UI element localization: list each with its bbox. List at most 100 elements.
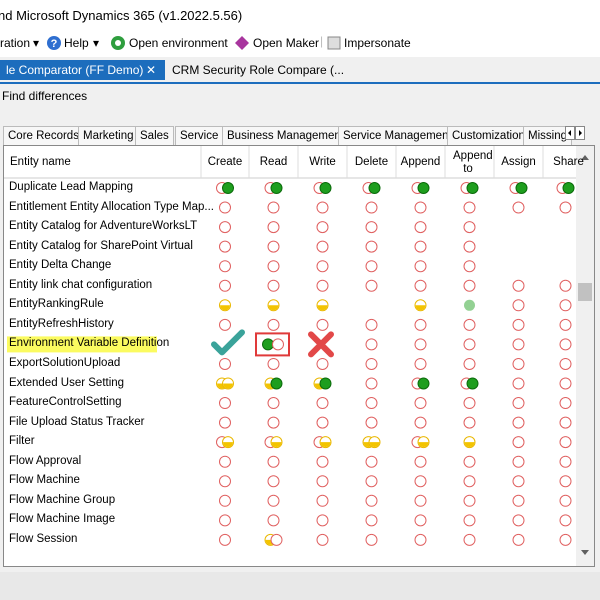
privilege-icon	[559, 377, 572, 390]
column-header: Append	[400, 156, 441, 168]
entity-name: File Upload Status Tracker	[9, 415, 145, 428]
help-icon: ?	[47, 36, 61, 50]
entity-name: Flow Machine	[9, 474, 80, 487]
privilege-icon	[219, 279, 231, 292]
privilege-icon	[365, 338, 378, 351]
privilege-icon	[512, 299, 525, 312]
privilege-icon	[319, 182, 332, 194]
privilege-icon	[267, 318, 280, 331]
privilege-icon	[219, 514, 231, 527]
entity-tab[interactable]: Business Management	[222, 126, 349, 145]
toolbar-button[interactable]: ration	[0, 36, 31, 50]
privilege-icon	[414, 357, 427, 370]
privilege-icon	[320, 442, 331, 448]
toolbar-button[interactable]: Open Maker	[253, 36, 320, 50]
column-header: Delete	[354, 156, 389, 168]
highlight	[7, 336, 157, 353]
cross-mark	[308, 331, 334, 358]
privilege-grid: Entity name Create Read Write Delete Append Ap…	[3, 145, 595, 567]
privilege-icon	[219, 260, 231, 273]
action-button[interactable]: Find differences	[2, 89, 88, 103]
column-header: Entity name	[10, 156, 71, 168]
entity-tab[interactable]: Sales	[135, 126, 174, 145]
privilege-icon	[414, 260, 427, 273]
privilege-icon	[414, 240, 427, 253]
privilege-icon	[464, 442, 475, 448]
tab-scroll[interactable]	[565, 126, 585, 140]
entity-name: Filter	[9, 435, 35, 448]
privilege-icon	[272, 338, 284, 351]
privilege-icon	[559, 397, 572, 410]
privilege-icon	[270, 533, 283, 546]
privilege-icon	[219, 397, 231, 410]
close-button[interactable]: ✕	[146, 63, 157, 77]
privilege-icon	[365, 240, 378, 253]
entity-name: ExportSolutionUpload	[9, 356, 121, 369]
privilege-icon	[559, 533, 572, 546]
entity-tab[interactable]: Core Records	[3, 126, 84, 145]
entity-tab[interactable]: Customization	[447, 126, 530, 145]
privilege-icon	[316, 201, 329, 214]
privilege-icon	[559, 416, 572, 429]
entity-name: Flow Session	[9, 532, 78, 545]
entity-tab[interactable]: Service Management	[338, 126, 457, 145]
privilege-icon	[365, 397, 378, 410]
privilege-icon	[319, 377, 332, 390]
entity-name: EntityRefreshHistory	[9, 317, 114, 330]
privilege-icon	[219, 357, 231, 370]
privilege-icon	[559, 201, 572, 214]
check-mark	[211, 329, 245, 356]
annotation-box	[255, 332, 290, 357]
privilege-icon	[512, 494, 525, 507]
toolbar-button[interactable]: Help	[64, 36, 89, 50]
privilege-icon	[512, 475, 525, 488]
doc-tab[interactable]: CRM Security Role Compare (...	[172, 63, 345, 77]
separator: |	[320, 34, 324, 48]
privilege-icon	[463, 514, 476, 527]
impersonate-icon	[327, 36, 341, 50]
column-header: Share	[553, 156, 584, 168]
privilege-icon	[223, 383, 233, 389]
environment-icon	[111, 36, 125, 50]
privilege-icon	[365, 533, 378, 546]
privilege-icon	[512, 357, 525, 370]
doc-tab-active[interactable]: le Comparator (FF Demo) ✕	[0, 60, 165, 80]
privilege-icon	[219, 221, 231, 234]
entity-name: Environment Variable Definition	[9, 337, 170, 350]
privilege-icon	[512, 397, 525, 410]
privilege-icon	[365, 475, 378, 488]
entity-tab[interactable]: Service	[175, 126, 224, 145]
toolbar-button[interactable]: Open environment	[129, 36, 228, 50]
privilege-icon	[267, 494, 280, 507]
privilege-icon	[414, 514, 427, 527]
privilege-icon	[418, 442, 429, 448]
privilege-icon	[559, 338, 572, 351]
privilege-icon	[365, 279, 378, 292]
privilege-icon	[219, 533, 231, 546]
privilege-icon	[365, 318, 378, 331]
privilege-icon	[463, 475, 476, 488]
privilege-icon	[267, 455, 280, 468]
toolbar-button[interactable]: Impersonate	[344, 36, 411, 50]
privilege-icon	[267, 397, 280, 410]
privilege-icon	[369, 442, 380, 448]
status-area	[0, 572, 600, 600]
privilege-icon	[466, 182, 479, 194]
privilege-icon	[464, 299, 475, 311]
privilege-icon	[512, 377, 525, 390]
privilege-icon	[559, 494, 572, 507]
privilege-icon	[414, 318, 427, 331]
privilege-icon	[414, 416, 427, 429]
privilege-icon	[365, 455, 378, 468]
entity-name: Duplicate Lead Mapping	[9, 181, 134, 193]
privilege-icon	[414, 455, 427, 468]
privilege-icon	[222, 182, 234, 194]
privilege-icon	[220, 305, 230, 311]
privilege-icon	[414, 475, 427, 488]
entity-tab[interactable]: Missing	[523, 126, 572, 145]
privilege-icon	[463, 221, 476, 234]
privilege-icon	[270, 182, 283, 194]
privilege-icon	[559, 318, 572, 331]
entity-tab[interactable]: Marketing	[78, 126, 139, 145]
entity-name: Entity Catalog for SharePoint Virtual	[9, 239, 193, 252]
